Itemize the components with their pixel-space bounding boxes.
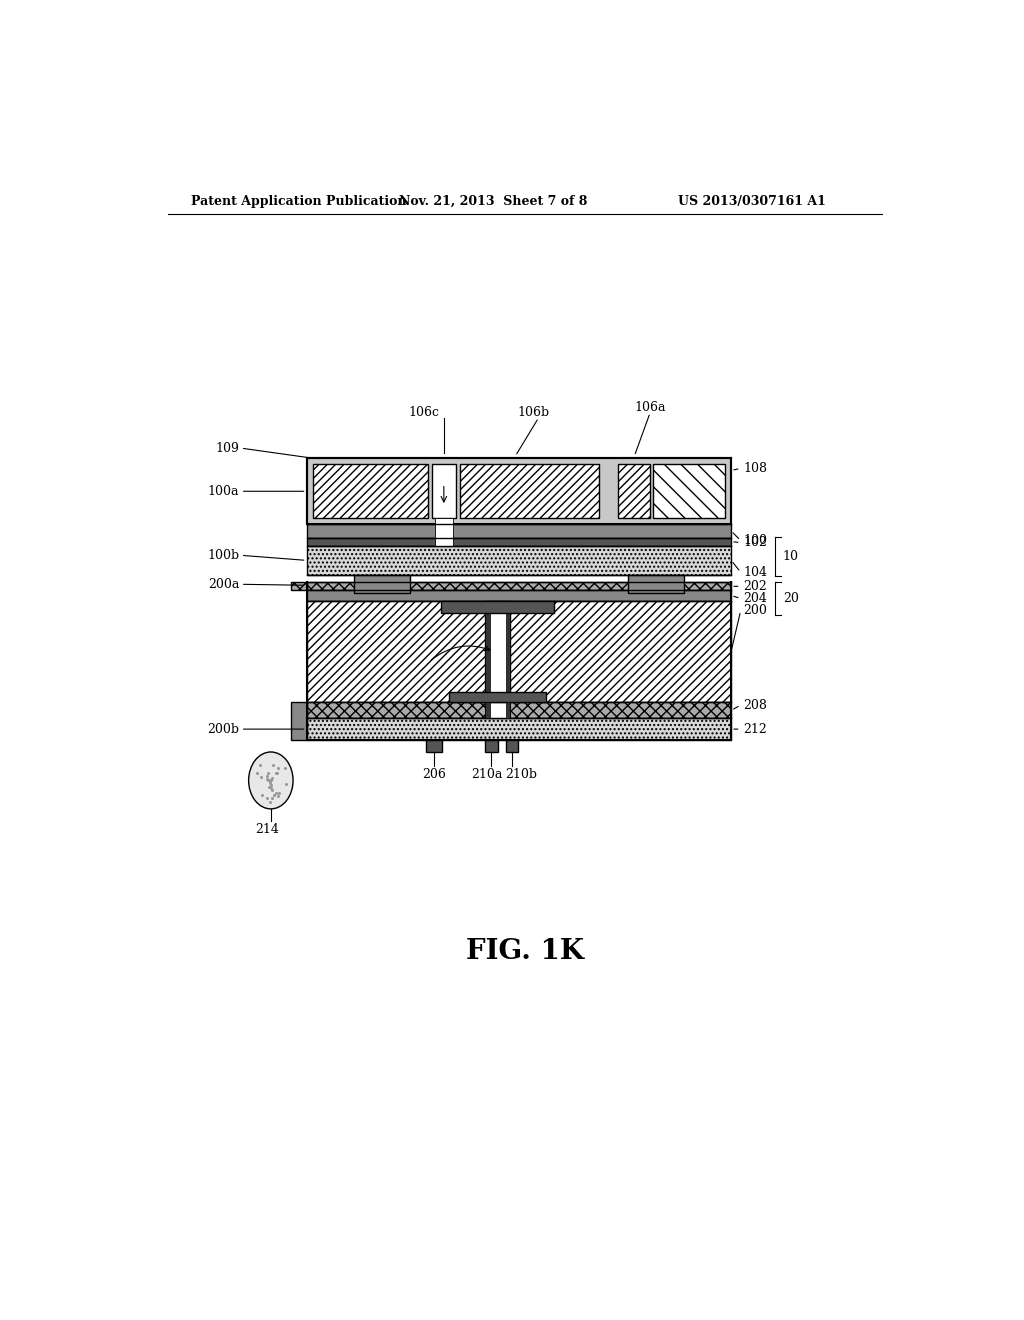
Bar [306,702,731,718]
Bar [306,718,731,739]
Text: 206: 206 [422,768,446,781]
Bar [291,702,306,739]
Circle shape [249,752,293,809]
Text: 100b: 100b [207,549,240,562]
Text: 109: 109 [215,442,240,454]
Bar [291,582,306,590]
Bar [506,739,518,752]
Bar [306,524,731,537]
Bar [485,739,498,752]
Bar [485,702,489,718]
Bar [618,465,650,519]
Text: 20: 20 [782,591,799,605]
Bar [306,458,731,524]
Text: 212: 212 [743,722,767,735]
Text: 210a: 210a [472,768,503,781]
Text: 104: 104 [743,565,767,578]
Bar [628,576,683,594]
Text: 200: 200 [743,605,767,618]
Bar [485,601,489,702]
Bar [485,702,510,718]
Text: 208: 208 [743,698,767,711]
Bar [653,465,725,519]
Bar [460,465,599,519]
Bar [306,582,731,590]
Text: US 2013/0307161 A1: US 2013/0307161 A1 [679,194,826,207]
Bar [354,576,410,594]
Text: 100: 100 [743,535,767,546]
Text: 106a: 106a [635,401,666,414]
Text: 210b: 210b [506,768,538,781]
Bar [306,537,731,545]
Bar [306,590,731,601]
Text: Nov. 21, 2013  Sheet 7 of 8: Nov. 21, 2013 Sheet 7 of 8 [399,194,587,207]
Text: 108: 108 [743,462,767,475]
Text: 204: 204 [743,591,767,605]
Bar [306,601,731,702]
Text: 200b: 200b [207,722,240,735]
Bar [485,601,510,702]
Text: 200a: 200a [208,578,240,591]
Bar [506,601,510,702]
Bar [435,519,453,545]
Bar [450,692,546,702]
Text: FIG. 1K: FIG. 1K [466,937,584,965]
Text: 100a: 100a [208,484,240,498]
Text: Patent Application Publication: Patent Application Publication [191,194,407,207]
Text: 102: 102 [743,536,767,549]
Bar [441,601,554,612]
Text: 10: 10 [782,550,799,562]
Text: 106c: 106c [409,407,439,418]
Text: 214: 214 [255,822,279,836]
Bar [313,465,428,519]
Bar [506,702,510,718]
Bar [426,739,442,752]
Text: 106b: 106b [517,407,549,418]
Text: 202: 202 [743,579,767,593]
Bar [306,545,731,576]
Bar [432,465,456,519]
